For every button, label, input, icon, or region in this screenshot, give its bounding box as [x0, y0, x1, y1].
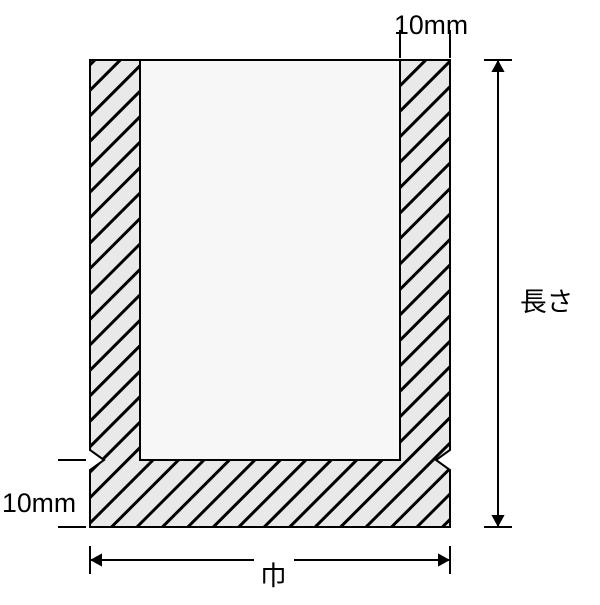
height-label: 長さ — [520, 280, 573, 319]
width-label: 巾 — [260, 554, 287, 593]
top-margin-label: 10mm — [394, 10, 468, 41]
bottom-margin-label: 10mm — [2, 488, 76, 519]
diagram-svg — [0, 0, 600, 600]
diagram-stage — [0, 0, 600, 600]
